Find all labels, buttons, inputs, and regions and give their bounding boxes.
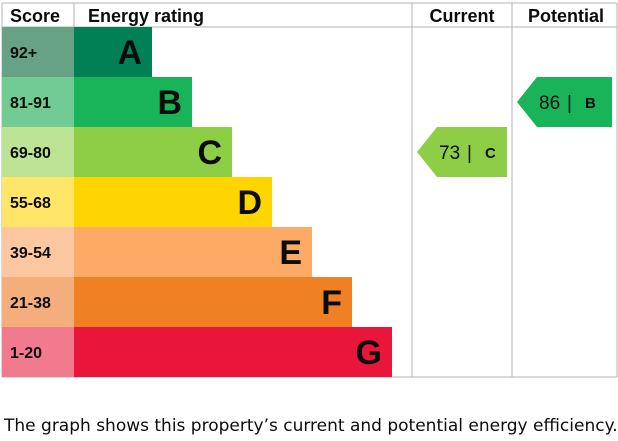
score-cell-d: [2, 177, 74, 227]
score-cell-e: [2, 227, 74, 277]
score-cell-c: [2, 127, 74, 177]
score-range-b: 81-91: [10, 95, 51, 112]
current-rating-arrow: [417, 127, 507, 177]
current-rating-value: 73: [439, 143, 460, 164]
rating-bar-e: [74, 227, 312, 277]
score-cell-b: [2, 77, 74, 127]
score-range-g: 1-20: [10, 345, 42, 362]
rating-bands: 92+ A 81-91 B 69-80 C 55-68 D 39-54 E 21-38 F 1-20 G: [2, 27, 392, 377]
score-cell-f: [2, 277, 74, 327]
rating-letter-f: F: [321, 284, 342, 322]
rating-letter-b: B: [157, 84, 182, 122]
score-range-e: 39-54: [10, 245, 51, 262]
epc-chart: Score Energy rating Current Potential 92…: [1, 2, 618, 378]
rating-bar-b: [74, 77, 192, 127]
energy-rating-column-header: Energy rating: [88, 6, 204, 26]
rating-letter-e: E: [279, 234, 302, 272]
score-cell-a: [2, 27, 74, 77]
current-rating-separator: |: [467, 143, 472, 164]
rating-bar-f: [74, 277, 352, 327]
chart-caption: The graph shows this property’s current …: [4, 416, 618, 436]
potential-column-header: Potential: [528, 6, 604, 26]
potential-rating-band: B: [585, 95, 596, 112]
rating-letter-a: A: [117, 34, 142, 72]
potential-rating-value: 86: [539, 93, 560, 114]
rating-letter-c: C: [197, 134, 222, 172]
potential-rating-separator: |: [567, 93, 572, 114]
potential-rating-arrow: [517, 77, 612, 127]
rating-markers: 73 | C 86 | B: [417, 77, 612, 177]
score-column-header: Score: [10, 6, 60, 26]
rating-bar-a: [74, 27, 152, 77]
score-range-d: 55-68: [10, 195, 51, 212]
score-range-f: 21-38: [10, 295, 51, 312]
score-range-c: 69-80: [10, 145, 51, 162]
current-rating-band: C: [485, 145, 496, 162]
rating-bar-c: [74, 127, 232, 177]
rating-letter-g: G: [356, 334, 382, 372]
current-column-header: Current: [429, 6, 494, 26]
rating-bar-g: [74, 327, 392, 377]
score-range-a: 92+: [10, 45, 37, 62]
rating-bar-d: [74, 177, 272, 227]
score-cell-g: [2, 327, 74, 377]
rating-letter-d: D: [237, 184, 262, 222]
